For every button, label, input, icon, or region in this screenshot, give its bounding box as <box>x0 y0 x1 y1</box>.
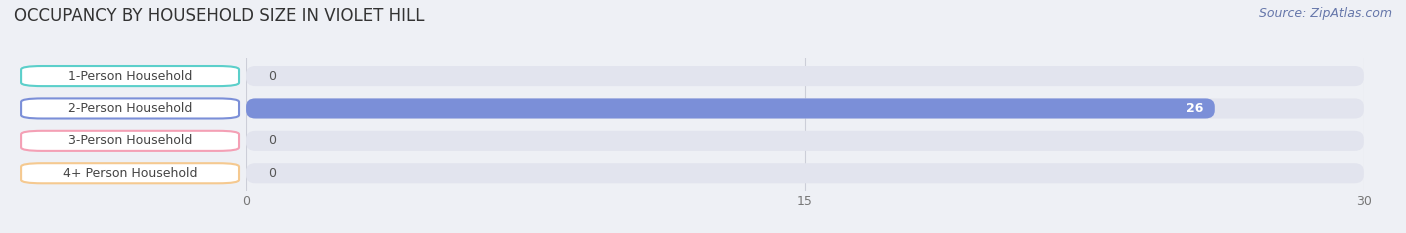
Text: 4+ Person Household: 4+ Person Household <box>63 167 197 180</box>
Text: 26: 26 <box>1187 102 1204 115</box>
FancyBboxPatch shape <box>246 163 1364 183</box>
FancyBboxPatch shape <box>246 66 1364 86</box>
FancyBboxPatch shape <box>246 98 1364 119</box>
Text: 0: 0 <box>269 167 277 180</box>
Text: 0: 0 <box>269 134 277 147</box>
Text: 3-Person Household: 3-Person Household <box>67 134 193 147</box>
Text: 1-Person Household: 1-Person Household <box>67 70 193 82</box>
FancyBboxPatch shape <box>246 98 1215 119</box>
FancyBboxPatch shape <box>246 131 1364 151</box>
Text: 0: 0 <box>269 70 277 82</box>
Text: Source: ZipAtlas.com: Source: ZipAtlas.com <box>1258 7 1392 20</box>
Text: 2-Person Household: 2-Person Household <box>67 102 193 115</box>
Text: OCCUPANCY BY HOUSEHOLD SIZE IN VIOLET HILL: OCCUPANCY BY HOUSEHOLD SIZE IN VIOLET HI… <box>14 7 425 25</box>
